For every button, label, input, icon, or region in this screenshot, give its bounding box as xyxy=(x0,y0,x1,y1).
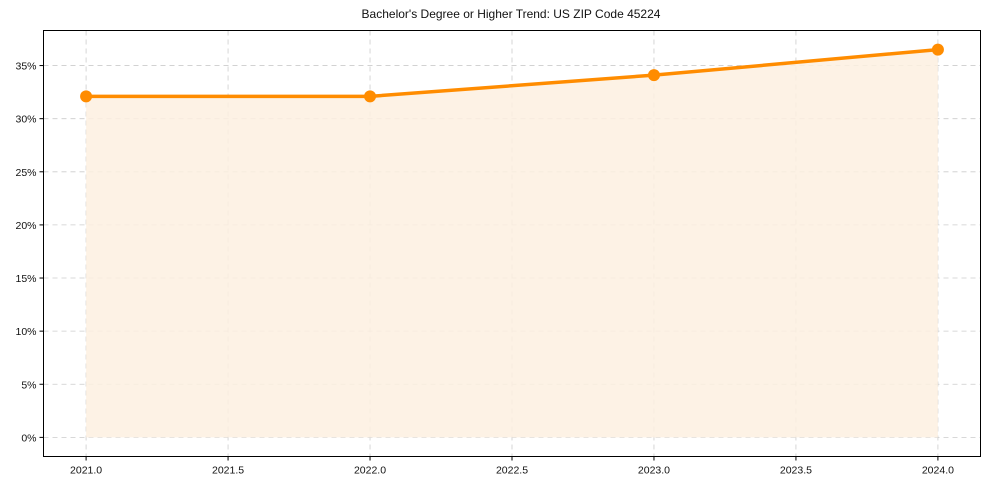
y-tick-label: 20% xyxy=(15,220,36,232)
x-tick-label: 2021.5 xyxy=(212,465,244,477)
y-axis: 0% 5% 10% 15% 20% 25% 30% 35% xyxy=(15,61,44,444)
chart-title: Bachelor's Degree or Higher Trend: US ZI… xyxy=(361,7,661,21)
data-point xyxy=(931,43,944,56)
x-tick-label: 2023.0 xyxy=(638,465,670,477)
x-tick-label: 2024.0 xyxy=(922,465,954,477)
y-tick-label: 30% xyxy=(15,114,36,126)
y-tick-label: 10% xyxy=(15,326,36,338)
y-tick-label: 5% xyxy=(21,379,36,391)
data-line xyxy=(86,47,939,99)
y-tick-label: 15% xyxy=(15,273,36,285)
x-tick-label: 2021.0 xyxy=(70,465,102,477)
y-tick-label: 35% xyxy=(15,61,36,73)
data-point xyxy=(364,90,377,103)
x-tick-label: 2023.5 xyxy=(780,465,812,477)
y-tick-label: 0% xyxy=(21,432,36,444)
x-tick-label: 2022.0 xyxy=(354,465,386,477)
x-axis: 2021.0 2021.5 2022.0 2022.5 2023.0 2023.5 2024… xyxy=(70,456,954,477)
data-point xyxy=(647,69,660,82)
data-point xyxy=(80,90,93,103)
data-markers xyxy=(80,43,944,103)
y-tick-label: 25% xyxy=(15,167,36,179)
x-tick-label: 2022.5 xyxy=(496,465,528,477)
area-fill xyxy=(86,49,938,438)
